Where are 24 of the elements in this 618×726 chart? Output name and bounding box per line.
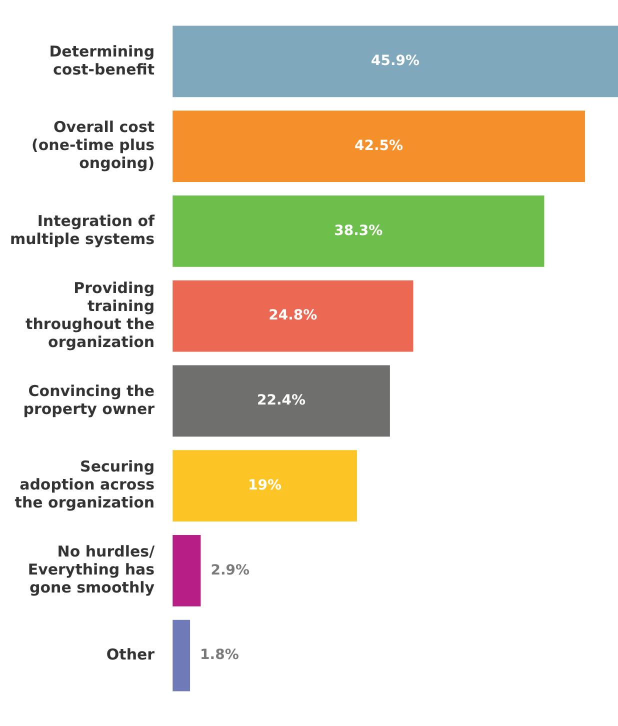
bar: [172, 280, 414, 352]
y-tick-label: Overall cost (one-time plus ongoing): [32, 118, 155, 172]
data-label: 2.9%: [210, 562, 250, 578]
bar: [172, 26, 618, 98]
y-tick-label: No hurdles/ Everything has gone smoothly: [28, 542, 156, 597]
bar: [172, 620, 190, 692]
y-tick-label: Other: [106, 645, 156, 664]
bar: [172, 535, 201, 606]
data-label: 38.3%: [334, 222, 383, 239]
data-label: 42.5%: [354, 138, 404, 154]
y-tick-label: Providing training throughout the organization: [26, 278, 155, 351]
data-label: 19%: [248, 477, 282, 494]
bar: [172, 110, 586, 182]
y-tick-label: Securing adoption across the organization: [14, 458, 155, 512]
data-label: 24.8%: [268, 308, 318, 324]
data-label: 1.8%: [200, 647, 239, 664]
y-tick-label: Determining cost-benefit: [49, 42, 155, 78]
bar: [172, 450, 357, 522]
y-tick-label: Convincing the property owner: [23, 382, 156, 418]
bar: [172, 365, 390, 437]
data-label: 45.9%: [370, 53, 420, 70]
y-tick-label: Integration of multiple systems: [10, 212, 156, 248]
data-label: 22.4%: [256, 392, 306, 409]
bar: [172, 196, 544, 267]
